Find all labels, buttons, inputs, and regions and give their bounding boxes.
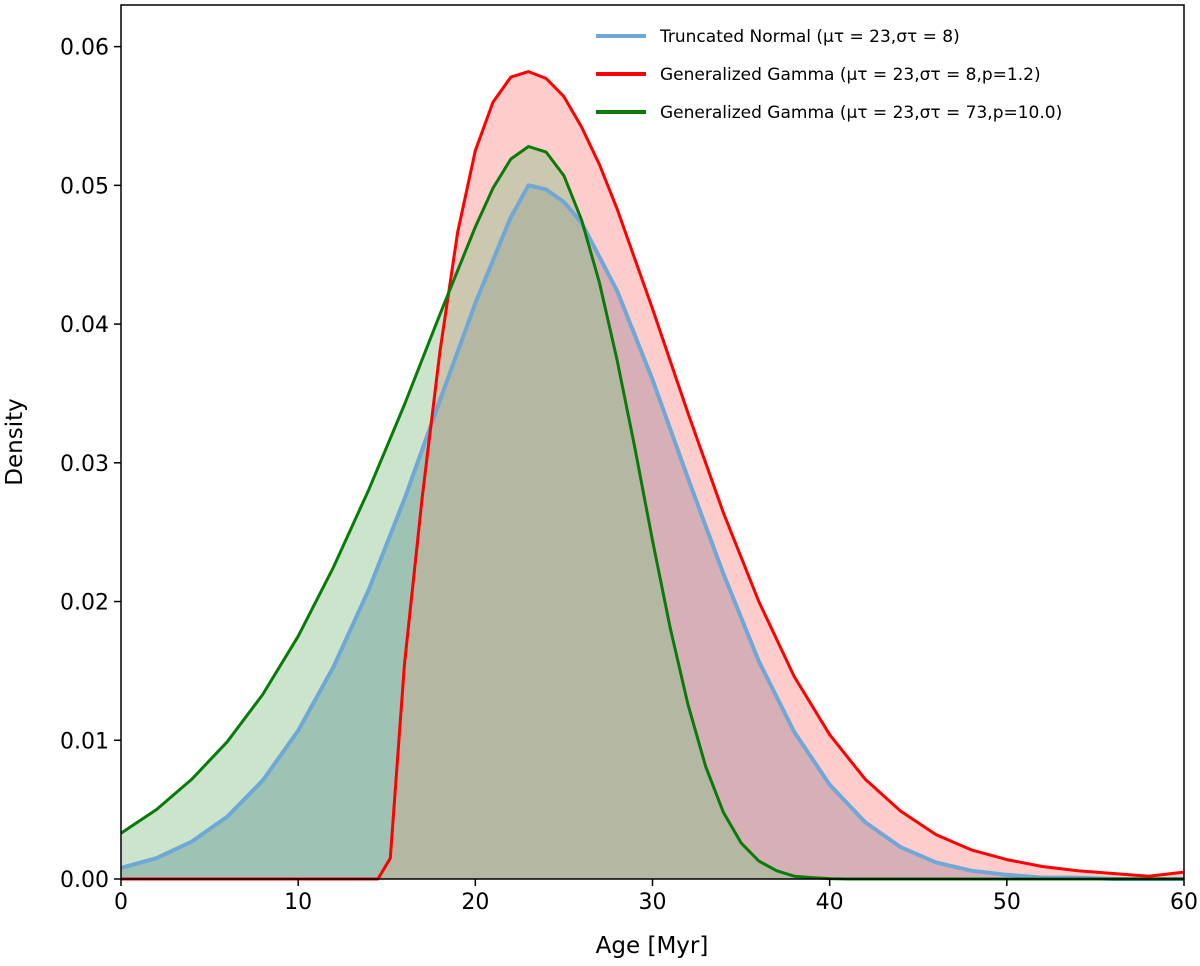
legend-label: Truncated Normal (μτ = 23,στ = 8) (659, 27, 960, 47)
x-tick-label: 30 (639, 890, 667, 915)
y-axis-label: Density (2, 398, 28, 485)
x-tick-label: 50 (993, 890, 1021, 915)
x-tick-label: 40 (816, 890, 844, 915)
y-tick-label: 0.06 (60, 36, 109, 61)
x-tick-label: 20 (461, 890, 489, 915)
legend-label: Generalized Gamma (μτ = 23,στ = 8,p=1.2) (660, 65, 1041, 85)
y-axis-ticks: 0.00 0.01 0.02 0.03 0.04 0.05 0.06 (60, 36, 121, 893)
x-tick-label: 60 (1170, 890, 1198, 915)
y-tick-label: 0.03 (60, 452, 109, 477)
legend-label: Generalized Gamma (μτ = 23,στ = 73,p=10.… (660, 103, 1062, 123)
y-tick-label: 0.00 (60, 868, 109, 893)
y-tick-label: 0.01 (60, 729, 109, 754)
x-tick-label: 0 (114, 890, 128, 915)
x-axis-ticks: 0 10 20 30 40 50 60 (114, 879, 1198, 915)
series-2-line (121, 70, 1185, 881)
series-fills (121, 71, 1184, 880)
x-axis-label: Age [Myr] (596, 933, 709, 959)
series-2-area (121, 71, 1184, 880)
x-tick-label: 10 (284, 890, 312, 915)
y-tick-label: 0.05 (60, 174, 109, 199)
series-3-area (121, 146, 1184, 879)
y-tick-label: 0.04 (60, 313, 109, 338)
series-1-line (120, 183, 1184, 881)
y-tick-label: 0.02 (60, 591, 109, 616)
legend: Truncated Normal (μτ = 23,στ = 8) General… (596, 27, 1062, 123)
